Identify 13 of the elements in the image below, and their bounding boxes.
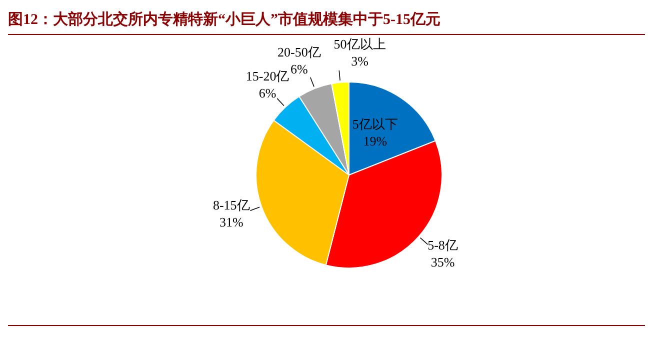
slice-label: 20-50亿 bbox=[278, 44, 321, 60]
slice-label: 50亿以上 bbox=[334, 36, 386, 52]
data-label: 31% bbox=[219, 214, 244, 230]
slice-label: 15-20亿 bbox=[246, 68, 290, 84]
slice-label: 5亿以下 bbox=[352, 116, 398, 132]
data-label: 6% bbox=[258, 85, 276, 100]
slice-label: 5-8亿 bbox=[428, 238, 458, 253]
data-label: 3% bbox=[351, 54, 369, 69]
data-label: 35% bbox=[430, 254, 455, 270]
chart-title: 图12：大部分北交所内专精特新“小巨人”市值规模集中于5-15亿元 bbox=[8, 8, 645, 35]
slice-label: 8-15亿 bbox=[212, 197, 250, 212]
data-label: 19% bbox=[363, 134, 388, 149]
data-label: 6% bbox=[290, 61, 308, 76]
